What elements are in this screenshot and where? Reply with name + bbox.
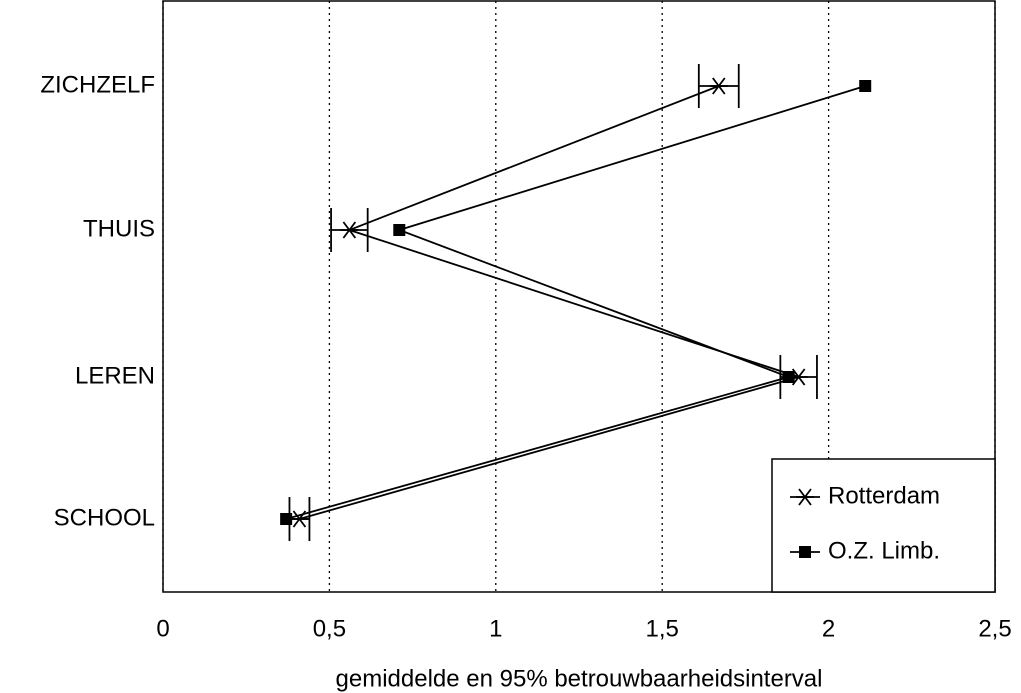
x-tick-label: 1 <box>489 615 502 642</box>
data-point <box>709 77 728 95</box>
x-tick-label: 1,5 <box>646 615 679 642</box>
data-point <box>393 224 406 236</box>
legend-label: Rotterdam <box>828 482 940 509</box>
data-point <box>859 80 872 92</box>
legend-marker <box>799 546 811 558</box>
legend-marker <box>796 488 814 506</box>
marker-stroke <box>342 221 357 239</box>
legend-label: O.Z. Limb. <box>828 537 940 564</box>
data-point <box>280 513 293 525</box>
y-tick-label: SCHOOL <box>54 504 155 531</box>
series-line <box>299 85 802 520</box>
x-tick-label: 2 <box>822 615 835 642</box>
legend-box <box>771 458 996 593</box>
marker-stroke <box>712 77 726 95</box>
x-axis-label: gemiddelde en 95% betrouwbaarheidsinterv… <box>336 665 823 692</box>
x-tick-label: 2,5 <box>978 615 1011 642</box>
series-line <box>285 85 866 520</box>
x-tick-label: 0 <box>156 615 169 642</box>
marker-stroke <box>798 488 812 506</box>
y-tick-label: LEREN <box>75 362 155 389</box>
x-tick-label: 0,5 <box>313 615 346 642</box>
data-point <box>340 221 359 239</box>
y-tick-label: THUIS <box>83 215 155 242</box>
y-tick-label: ZICHZELF <box>40 71 155 98</box>
data-point <box>782 371 795 383</box>
